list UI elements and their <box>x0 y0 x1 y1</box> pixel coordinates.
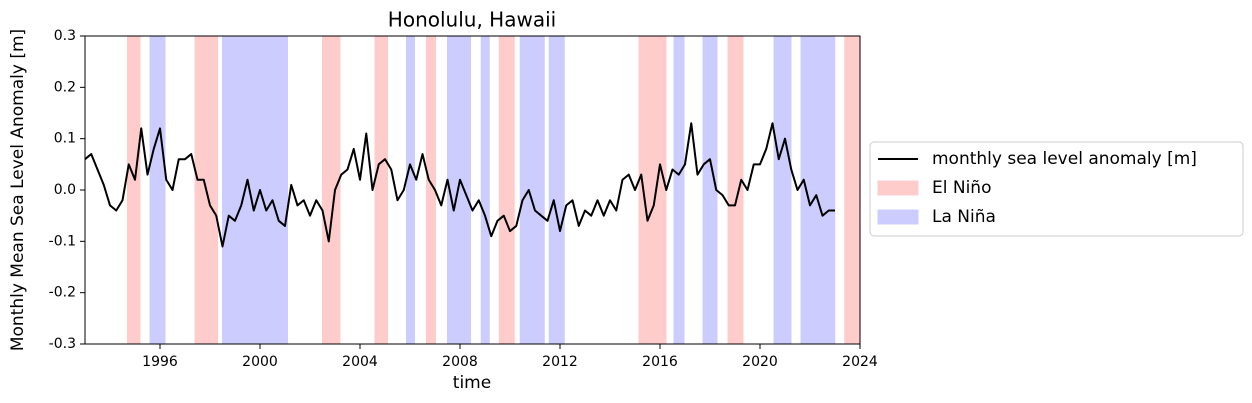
legend-box <box>869 141 1244 237</box>
span <box>374 35 388 345</box>
x-tick-label: 2020 <box>742 354 778 370</box>
legend-swatch <box>877 209 919 225</box>
span <box>673 35 685 345</box>
span <box>149 35 166 345</box>
y-axis-label: Monthly Mean Sea Level Anomaly [m] <box>8 29 28 351</box>
legend-swatch <box>877 180 919 196</box>
y-tick-label: 0.3 <box>54 28 76 44</box>
span <box>548 35 565 345</box>
y-tick-label: -0.3 <box>49 336 76 352</box>
y-tick-label: 0.2 <box>54 79 76 95</box>
y-tick-label: 0.0 <box>54 182 76 198</box>
span <box>447 35 471 345</box>
span <box>406 35 415 345</box>
legend-label: La Niña <box>932 207 996 227</box>
y-tick-label: -0.2 <box>49 285 76 301</box>
x-tick-label: 2000 <box>242 354 278 370</box>
chart-title: Honolulu, Hawaii <box>388 8 556 32</box>
y-tick-label: 0.1 <box>54 131 76 147</box>
span <box>844 35 861 345</box>
span <box>480 35 490 345</box>
y-tick-label: -0.1 <box>49 233 76 249</box>
x-tick-label: 2016 <box>642 354 678 370</box>
span <box>702 35 718 345</box>
x-tick-label: 2024 <box>842 354 878 370</box>
span <box>322 35 341 345</box>
data-line <box>84 122 835 248</box>
x-tick-label: 1996 <box>142 354 178 370</box>
span <box>519 35 545 345</box>
legend-label: El Niño <box>932 178 991 198</box>
x-tick-label: 2004 <box>342 354 378 370</box>
span <box>222 35 288 345</box>
span <box>127 35 141 345</box>
span <box>727 35 744 345</box>
span <box>773 35 792 345</box>
span <box>498 35 515 345</box>
x-axis-label: time <box>453 373 491 393</box>
x-tick-label: 2012 <box>542 354 578 370</box>
x-tick-label: 2008 <box>442 354 478 370</box>
legend-label: monthly sea level anomaly [m] <box>932 149 1197 169</box>
